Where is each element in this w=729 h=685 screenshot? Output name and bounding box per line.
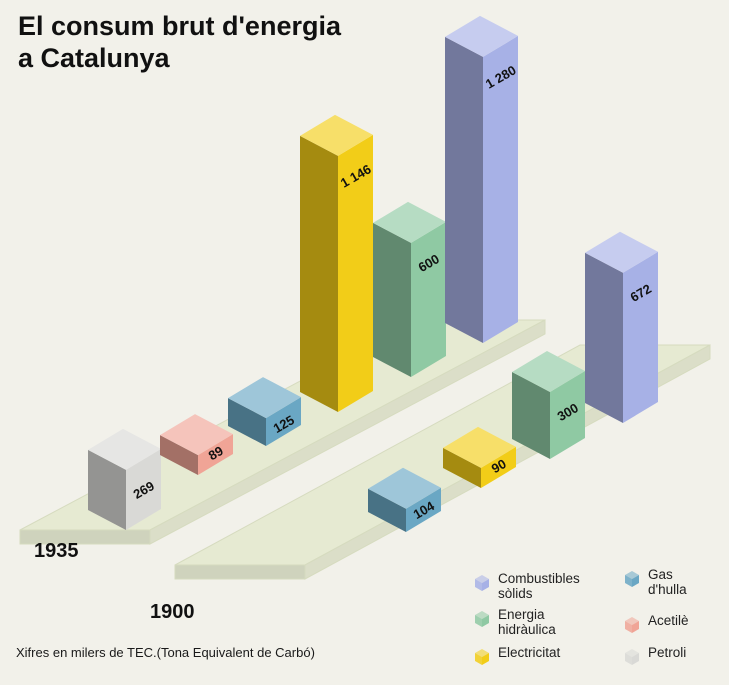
legend-item-petroli: Petroli — [622, 645, 686, 667]
bar-1900-combustibles-solids-front-face — [585, 252, 623, 423]
legend-label: Petroli — [648, 645, 687, 660]
bar-1935-combustibles-solids: 1 280 — [445, 15, 519, 344]
bar-1935-gas-hulla-front-face — [228, 398, 266, 446]
bar-1935-energia-hidraulica: 600 — [373, 201, 446, 377]
year-label-1935: 1935 — [34, 540, 79, 562]
legend-item-combustibles-solids: Combustibles sòlids — [472, 571, 580, 601]
bar-1935-gas-hulla-top-face — [228, 377, 301, 419]
bar-1935-gas-hulla: 125 — [228, 377, 301, 446]
bar-1900-electricitat: 90 — [443, 426, 516, 488]
chart-title: El consum brut d'energia a Catalunya — [18, 10, 341, 74]
bar-1935-petroli-front-face — [88, 449, 126, 530]
legend-label: Electricitat — [498, 645, 561, 660]
bar-1935-petroli-top-face — [88, 428, 161, 470]
bar-1935-combustibles-solids-side-face — [483, 35, 518, 344]
bar-1935-acetile-front-face — [160, 435, 198, 475]
legend-swatch-electricitat — [475, 649, 489, 665]
bar-1900-energia-hidraulica: 300 — [512, 350, 585, 459]
legend-item-gas-hulla: Gas d'hulla — [622, 567, 687, 597]
bar-1900-energia-hidraulica-front-face — [512, 371, 550, 459]
legend-swatch-combustibles-solids — [475, 575, 489, 591]
bar-1935-electricitat: 1 146 — [300, 114, 374, 412]
title-line-2: a Catalunya — [18, 43, 170, 73]
bar-1900-electricitat-top-face — [443, 426, 516, 468]
bar-1900-gas-hulla: 104 — [368, 467, 441, 532]
legend-label: Gas d'hulla — [648, 567, 687, 597]
bar-1900-gas-hulla-side-face — [406, 487, 441, 532]
platform-1900-front — [174, 564, 306, 580]
legend-label: Energia hidràulica — [498, 607, 556, 637]
legend-swatch-energia-hidraulica — [475, 611, 489, 627]
bar-1900-electricitat-value-label: 90 — [489, 456, 509, 476]
bar-1935-acetile-side-face — [198, 434, 233, 475]
bar-1935-petroli: 269 — [88, 428, 161, 530]
bar-1935-acetile: 89 — [160, 414, 233, 475]
legend-item-energia-hidraulica: Energia hidràulica — [472, 607, 556, 637]
legend-label: Acetilè — [648, 613, 689, 628]
bar-1935-acetile-top-face — [160, 414, 233, 456]
bar-1900-electricitat-side-face — [481, 446, 516, 488]
bar-1900-electricitat-front-face — [443, 447, 481, 488]
legend-item-electricitat: Electricitat — [472, 645, 560, 667]
bar-1900-energia-hidraulica-side-face — [550, 370, 585, 459]
bar-1900-combustibles-solids-side-face — [623, 251, 658, 423]
platform-1935-side — [149, 319, 546, 545]
units-note: Xifres en milers de TEC.(Tona Equivalent… — [16, 645, 315, 660]
bar-1935-energia-hidraulica-top-face — [373, 201, 446, 243]
title-line-1: El consum brut d'energia — [18, 11, 341, 41]
bar-1900-combustibles-solids-top-face — [585, 231, 658, 273]
bar-1935-gas-hulla-side-face — [266, 397, 301, 446]
year-label-1900: 1900 — [150, 601, 195, 623]
bar-1935-energia-hidraulica-front-face — [373, 222, 411, 377]
bar-1935-energia-hidraulica-side-face — [411, 221, 446, 377]
bar-1935-electricitat-top-face — [300, 114, 373, 156]
bar-1900-energia-hidraulica-top-face — [512, 350, 585, 392]
legend-swatch-gas-hulla — [625, 571, 639, 587]
bar-1900-combustibles-solids: 672 — [585, 231, 658, 423]
bar-1935-combustibles-solids-front-face — [445, 36, 483, 344]
legend-swatch-petroli — [625, 649, 639, 665]
legend-label: Combustibles sòlids — [498, 571, 580, 601]
legend-item-acetile: Acetilè — [622, 613, 689, 635]
bar-1935-combustibles-solids-top-face — [445, 15, 518, 57]
bar-1935-acetile-value-label: 89 — [206, 443, 226, 463]
bar-1935-electricitat-side-face — [338, 134, 373, 412]
bar-1935-petroli-side-face — [126, 448, 161, 530]
bar-1900-gas-hulla-top-face — [368, 467, 441, 509]
bar-1935-electricitat-front-face — [300, 135, 338, 412]
legend-swatch-acetile — [625, 617, 639, 633]
bar-1900-gas-hulla-front-face — [368, 488, 406, 532]
